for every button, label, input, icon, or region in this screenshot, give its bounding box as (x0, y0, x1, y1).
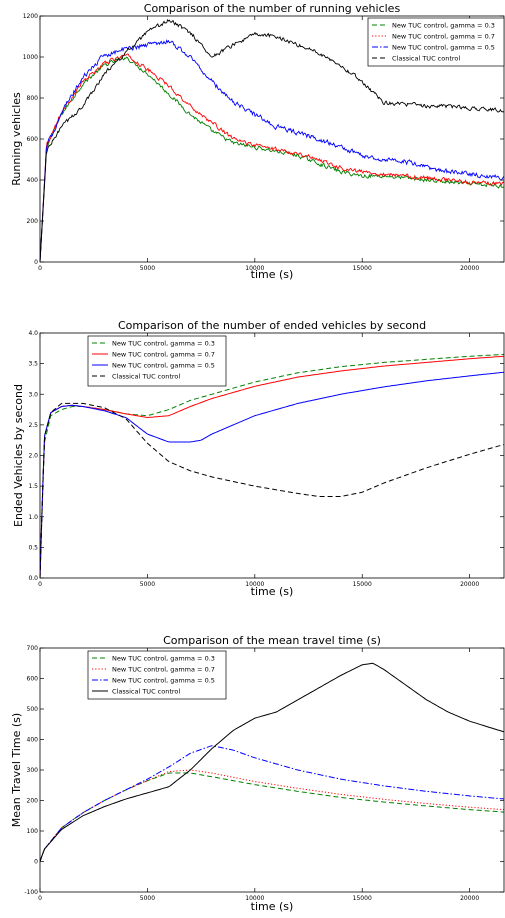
x-tick-label: 5000 (140, 581, 155, 588)
y-tick-label: 1.0 (28, 514, 38, 521)
y-tick-label: -100 (24, 889, 38, 896)
series-line-2 (40, 355, 504, 578)
x-tick-label: 10000 (245, 895, 264, 902)
chart-title: Comparison of the mean travel time (s) (163, 634, 381, 647)
legend-label: New TUC control, gamma = 0.7 (112, 665, 215, 673)
y-tick-label: 3.0 (28, 391, 38, 398)
x-tick-label: 0 (38, 581, 42, 588)
y-tick-label: 1000 (23, 54, 38, 61)
x-tick-label: 15000 (353, 581, 372, 588)
legend-box (87, 650, 227, 700)
chart-title: Comparison of the number of running vehi… (144, 2, 401, 15)
series-line-4 (40, 662, 504, 862)
series-line-3 (40, 745, 504, 862)
legend: New TUC control, gamma = 0.3 New TUC cont… (367, 17, 505, 67)
legend-label: New TUC control, gamma = 0.5 (112, 361, 215, 369)
y-tick-label: 4.0 (28, 330, 38, 337)
series-line-1 (40, 353, 504, 578)
y-tick-label: 400 (27, 737, 39, 744)
x-axis-label: time (s) (251, 900, 294, 913)
y-axis-label: Ended Vehicles by second (12, 384, 25, 527)
series-line-4 (40, 402, 504, 578)
legend-label: New TUC control, gamma = 0.7 (112, 350, 215, 358)
x-tick-label: 5000 (140, 265, 155, 272)
legend-label: New TUC control, gamma = 0.5 (112, 676, 215, 684)
chart-panel-2: Comparison of the number of ended vehicl… (12, 319, 505, 598)
y-tick-label: 800 (27, 95, 39, 102)
legend-label: New TUC control, gamma = 0.3 (112, 339, 215, 347)
x-axis-label: time (s) (251, 268, 294, 281)
legend-label: New TUC control, gamma = 0.5 (392, 43, 495, 51)
y-tick-label: 2.0 (28, 453, 38, 460)
y-tick-label: 400 (27, 177, 39, 184)
x-tick-label: 0 (38, 895, 42, 902)
legend: New TUC control, gamma = 0.3 New TUC cont… (87, 650, 227, 700)
y-tick-label: 0 (34, 259, 38, 266)
legend-label: New TUC control, gamma = 0.3 (112, 654, 215, 662)
chart-panel-1: Comparison of the number of running vehi… (10, 2, 505, 281)
y-tick-label: 600 (27, 136, 39, 143)
x-axis-label: time (s) (251, 585, 294, 598)
legend-box (87, 335, 227, 387)
x-tick-label: 10000 (245, 265, 264, 272)
y-tick-label: 1.5 (28, 483, 38, 490)
series-line-3 (40, 39, 504, 262)
y-tick-label: 100 (27, 828, 39, 835)
series-line-1 (40, 772, 504, 862)
y-tick-label: 200 (27, 218, 39, 225)
series-line-2 (40, 53, 504, 262)
y-axis-label: Running vehicles (10, 92, 23, 186)
legend-box (367, 17, 505, 67)
x-tick-label: 10000 (245, 581, 264, 588)
y-axis-label: Mean Travel Time (s) (10, 713, 23, 827)
chart-title: Comparison of the number of ended vehicl… (118, 319, 426, 332)
x-tick-label: 15000 (353, 265, 372, 272)
x-tick-label: 0 (38, 265, 42, 272)
y-tick-label: 200 (27, 798, 39, 805)
y-tick-label: 700 (27, 645, 39, 652)
y-tick-label: 0 (34, 859, 38, 866)
y-tick-label: 2.5 (28, 422, 38, 429)
x-tick-label: 15000 (353, 895, 372, 902)
legend-label: Classical TUC control (112, 372, 180, 380)
x-tick-label: 20000 (460, 581, 479, 588)
y-tick-label: 1200 (23, 13, 38, 20)
legend-label: Classical TUC control (112, 687, 180, 695)
series-line-2 (40, 769, 504, 862)
x-tick-label: 20000 (460, 895, 479, 902)
x-tick-label: 20000 (460, 265, 479, 272)
legend-label: New TUC control, gamma = 0.7 (392, 32, 495, 40)
legend-label: Classical TUC control (392, 54, 460, 62)
x-tick-label: 5000 (140, 895, 155, 902)
chart-panel-3: Comparison of the mean travel time (s) 0 5… (10, 634, 505, 913)
series-line-4 (40, 18, 504, 262)
y-tick-label: 300 (27, 767, 39, 774)
y-tick-label: 0.0 (28, 575, 38, 582)
y-tick-label: 3.5 (28, 361, 38, 368)
y-tick-label: 600 (27, 676, 39, 683)
legend: New TUC control, gamma = 0.3 New TUC cont… (87, 335, 227, 387)
y-tick-label: 0.5 (28, 544, 38, 551)
legend-label: New TUC control, gamma = 0.3 (392, 21, 495, 29)
y-tick-label: 500 (27, 706, 39, 713)
series-line-3 (40, 371, 504, 578)
series-line-1 (40, 56, 504, 262)
